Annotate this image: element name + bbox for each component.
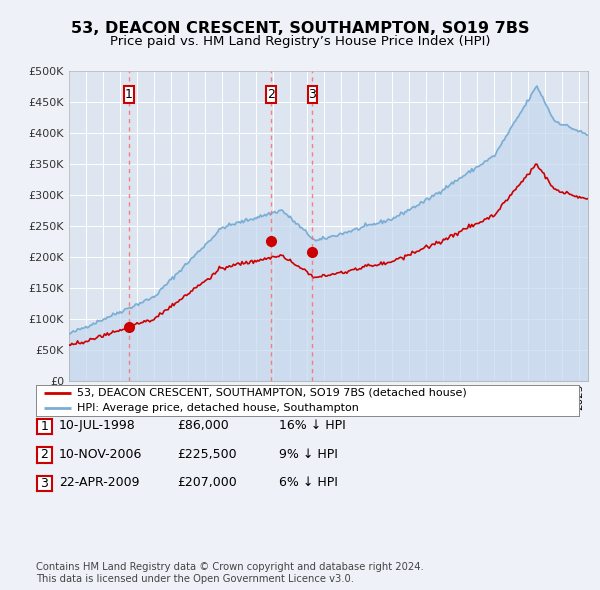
- Text: Contains HM Land Registry data © Crown copyright and database right 2024.
This d: Contains HM Land Registry data © Crown c…: [36, 562, 424, 584]
- Text: 22-APR-2009: 22-APR-2009: [59, 476, 139, 489]
- FancyBboxPatch shape: [124, 86, 134, 103]
- Text: 10-JUL-1998: 10-JUL-1998: [59, 419, 136, 432]
- Text: 1: 1: [125, 88, 133, 101]
- Text: 10-NOV-2006: 10-NOV-2006: [59, 448, 142, 461]
- Text: 3: 3: [40, 477, 49, 490]
- Text: 9% ↓ HPI: 9% ↓ HPI: [279, 448, 338, 461]
- Text: 1: 1: [40, 420, 49, 433]
- Text: HPI: Average price, detached house, Southampton: HPI: Average price, detached house, Sout…: [77, 404, 359, 413]
- Text: 53, DEACON CRESCENT, SOUTHAMPTON, SO19 7BS (detached house): 53, DEACON CRESCENT, SOUTHAMPTON, SO19 7…: [77, 388, 466, 398]
- Text: £225,500: £225,500: [177, 448, 236, 461]
- Text: 6% ↓ HPI: 6% ↓ HPI: [279, 476, 338, 489]
- Text: 53, DEACON CRESCENT, SOUTHAMPTON, SO19 7BS: 53, DEACON CRESCENT, SOUTHAMPTON, SO19 7…: [71, 21, 529, 35]
- Text: 3: 3: [308, 88, 316, 101]
- FancyBboxPatch shape: [308, 86, 317, 103]
- Text: 2: 2: [40, 448, 49, 461]
- Text: 16% ↓ HPI: 16% ↓ HPI: [279, 419, 346, 432]
- Text: £207,000: £207,000: [177, 476, 237, 489]
- Text: 2: 2: [267, 88, 275, 101]
- Text: £86,000: £86,000: [177, 419, 229, 432]
- Text: Price paid vs. HM Land Registry’s House Price Index (HPI): Price paid vs. HM Land Registry’s House …: [110, 35, 490, 48]
- FancyBboxPatch shape: [266, 86, 275, 103]
